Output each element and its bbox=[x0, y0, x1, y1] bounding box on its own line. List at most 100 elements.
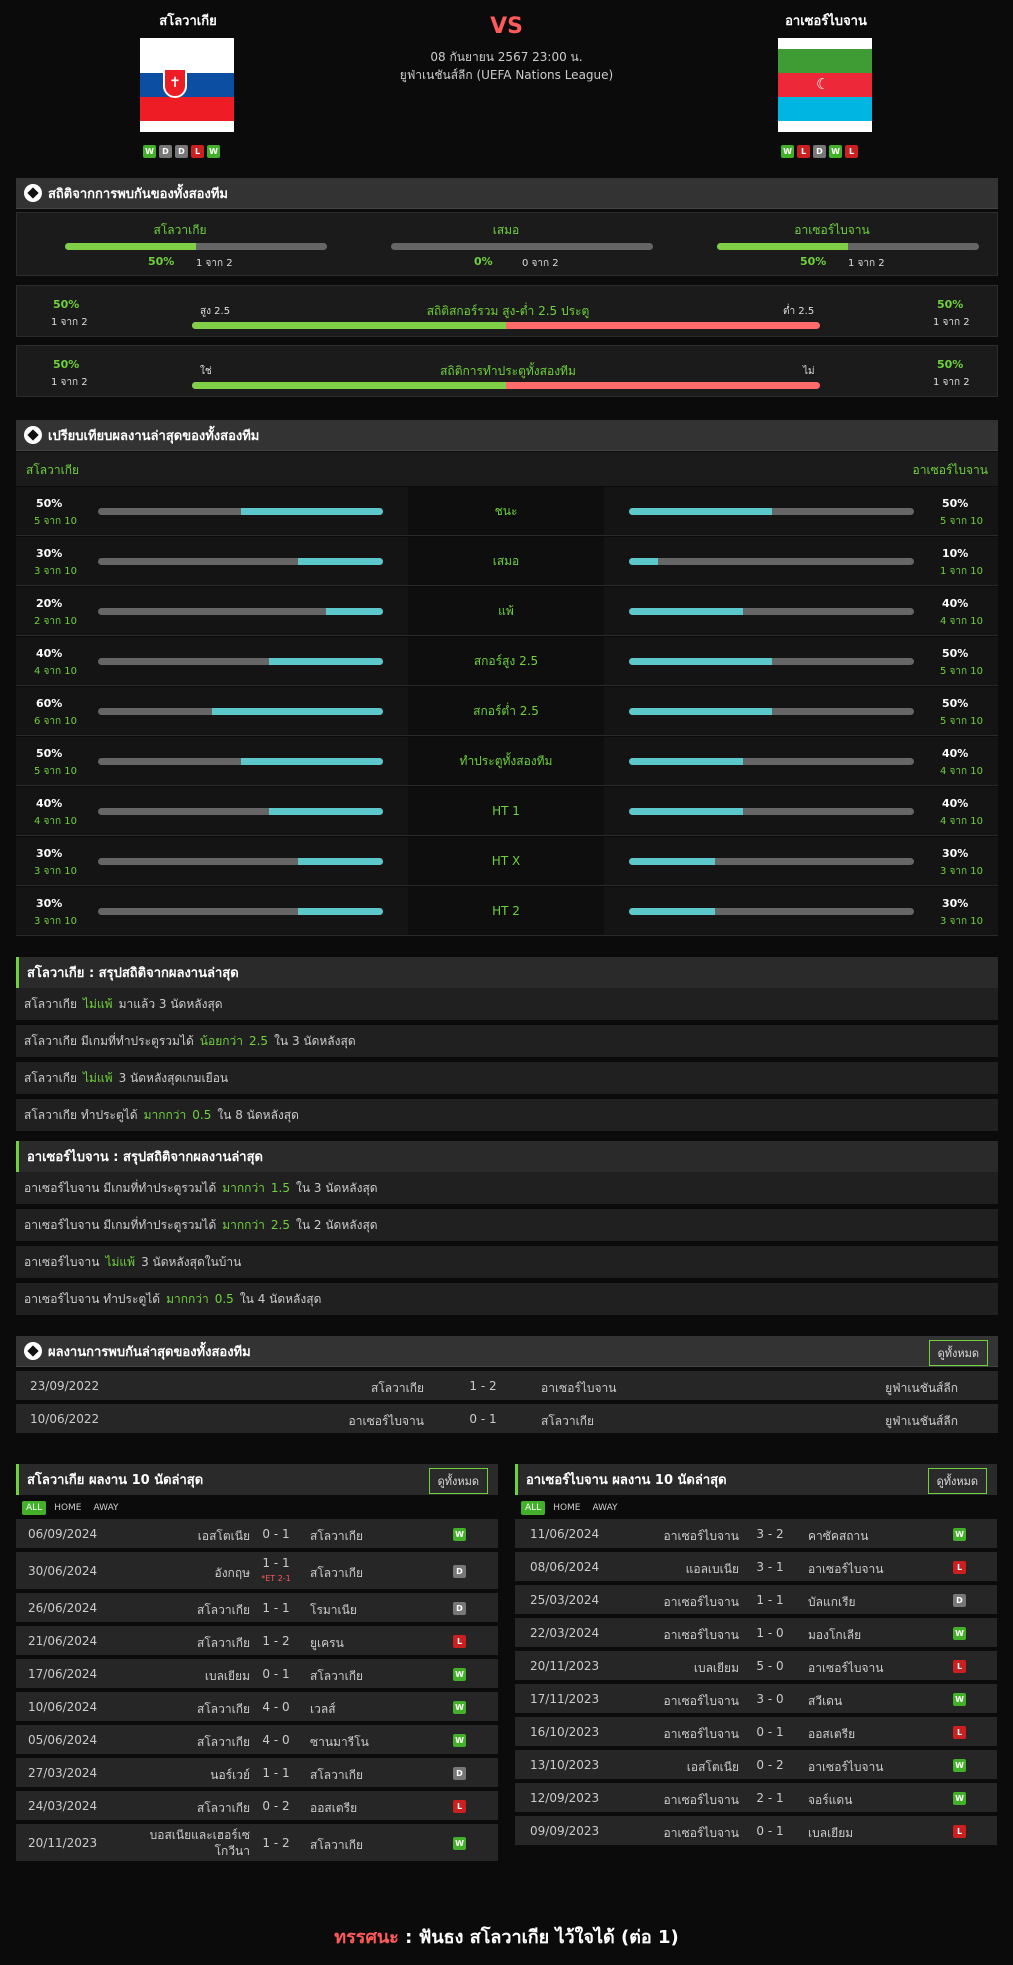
last10-home-tabs: ALL HOME AWAY bbox=[22, 1499, 123, 1516]
match-row: 24/03/2024 สโลวาเกีย 0 - 2 ออสเตรีย L bbox=[16, 1791, 498, 1822]
match-away: มองโกเลีย bbox=[808, 1628, 862, 1642]
form-badge: L bbox=[797, 145, 810, 158]
vs-label: VS bbox=[490, 14, 523, 39]
match-away: ออสเตรีย bbox=[808, 1727, 856, 1741]
compare-right-pct: 40% bbox=[942, 597, 969, 610]
h2h-row: 23/09/2022 สโลวาเกีย 1 - 2 อาเซอร์ไบจาน ยูฟ่… bbox=[16, 1371, 998, 1402]
compare-left-count: 5 จาก 10 bbox=[34, 516, 77, 527]
summary-value: 2.5 bbox=[248, 1034, 269, 1048]
view-all-away-button[interactable]: ดูทั้งหมด bbox=[927, 1468, 987, 1494]
summary-tail: มาแล้ว 3 นัดหลังสุด bbox=[118, 996, 223, 1011]
summary-line: สโลวาเกีย ไม่แพ้ 3 นัดหลังสุดเกมเยือน bbox=[16, 1062, 998, 1096]
match-away: เบลเยียม bbox=[808, 1826, 854, 1840]
match-score: 3 - 1 bbox=[756, 1560, 784, 1574]
compare-right-count: 4 จาก 10 bbox=[940, 766, 983, 777]
summary-line: สโลวาเกีย มีเกมที่ทำประตูรวมได้ น้อยกว่า 2… bbox=[16, 1025, 998, 1059]
match-score: 0 - 1 bbox=[756, 1824, 784, 1838]
h2h-stats-title: สถิติจากการพบกันของทั้งสองทีม bbox=[48, 186, 228, 202]
compare-right-bar bbox=[629, 858, 914, 865]
h2h-away: อาเซอร์ไบจาน bbox=[541, 1381, 617, 1395]
match-home: เบลเยียม bbox=[693, 1661, 739, 1675]
match-row: 05/06/2024 สโลวาเกีย 4 - 0 ซานมารีโน W bbox=[16, 1725, 498, 1756]
match-away: สโลวาเกีย bbox=[310, 1566, 363, 1580]
compare-right-bar bbox=[629, 758, 914, 765]
match-score: 0 - 2 bbox=[756, 1758, 784, 1772]
match-date: 27/03/2024 bbox=[28, 1766, 98, 1780]
compare-left-bar bbox=[98, 858, 383, 865]
last10-home-title: สโลวาเกีย ผลงาน 10 นัดล่าสุด bbox=[27, 1473, 204, 1488]
match-home: เอสโตเนีย bbox=[686, 1760, 739, 1774]
compare-left-count: 6 จาก 10 bbox=[34, 716, 77, 727]
result-badge: L bbox=[953, 1561, 966, 1574]
form-badge: L bbox=[191, 145, 204, 158]
tab-all[interactable]: ALL bbox=[521, 1500, 546, 1515]
compare-metric-label: ทำประตูทั้งสองทีม bbox=[408, 737, 604, 785]
view-all-h2h-button[interactable]: ดูทั้งหมด bbox=[928, 1340, 988, 1366]
tab-home[interactable]: HOME bbox=[54, 1502, 82, 1513]
match-row: 22/03/2024 อาเซอร์ไบจาน 1 - 0 มองโกเลีย W bbox=[515, 1618, 997, 1649]
compare-right-bar bbox=[629, 558, 914, 565]
result-badge: D bbox=[953, 1594, 966, 1607]
compare-right-bar bbox=[629, 658, 914, 665]
form-badge: W bbox=[143, 145, 156, 158]
match-home: อาเซอร์ไบจาน bbox=[663, 1628, 739, 1642]
result-badge: D bbox=[453, 1565, 466, 1578]
summary-subject: สโลวาเกีย มีเกมที่ทำประตูรวมได้ bbox=[24, 1033, 194, 1048]
match-home: อาเซอร์ไบจาน bbox=[663, 1529, 739, 1543]
home-team-name: สโลวาเกีย bbox=[159, 14, 217, 29]
tab-all[interactable]: ALL bbox=[22, 1500, 47, 1515]
compare-left-pct: 40% bbox=[36, 797, 63, 810]
summary-highlight: ไม่แพ้ bbox=[105, 1254, 136, 1269]
compare-left-pct: 20% bbox=[36, 597, 63, 610]
compare-right-bar bbox=[629, 708, 914, 715]
tab-away[interactable]: AWAY bbox=[93, 1502, 119, 1513]
ou-left-pct: 50% bbox=[53, 298, 80, 311]
tab-home[interactable]: HOME bbox=[553, 1502, 581, 1513]
summary-tail: ใน 3 นัดหลังสุด bbox=[274, 1033, 356, 1048]
h2h-away: สโลวาเกีย bbox=[541, 1414, 594, 1428]
match-score: 1 - 2 bbox=[262, 1634, 290, 1648]
result-badge: W bbox=[953, 1528, 966, 1541]
match-score: 1 - 0 bbox=[756, 1626, 784, 1640]
btts-title: สถิติการทำประตูทั้งสองทีม bbox=[440, 364, 576, 378]
h2h-col-label: สโลวาเกีย bbox=[153, 223, 207, 237]
h2h-row: 10/06/2022 อาเซอร์ไบจาน 0 - 1 สโลวาเกีย ยูฟ่… bbox=[16, 1404, 998, 1435]
match-date: 17/11/2023 bbox=[530, 1692, 600, 1706]
match-score: 2 - 1 bbox=[756, 1791, 784, 1805]
ou-bar bbox=[192, 322, 820, 329]
match-away: บัลแกเรีย bbox=[808, 1595, 856, 1609]
tab-away[interactable]: AWAY bbox=[592, 1502, 618, 1513]
match-home: สโลวาเกีย bbox=[197, 1735, 250, 1749]
compare-left-fill bbox=[240, 508, 383, 515]
h2h-home: สโลวาเกีย bbox=[371, 1381, 424, 1395]
compare-left-count: 3 จาก 10 bbox=[34, 916, 77, 927]
h2h-league: ยูฟ่าเนชันส์ลีก bbox=[885, 1414, 958, 1428]
h2h-col-pct: 50% bbox=[800, 255, 827, 268]
match-score: 1 - 1 bbox=[262, 1556, 290, 1570]
form-badge: W bbox=[207, 145, 220, 158]
h2h-results-title: ผลงานการพบกันล่าสุดของทั้งสองทีม bbox=[48, 1344, 251, 1360]
summary-subject: สโลวาเกีย bbox=[24, 1070, 77, 1085]
h2h-col-fill bbox=[65, 243, 196, 250]
summary-subject: อาเซอร์ไบจาน มีเกมที่ทำประตูรวมได้ bbox=[24, 1217, 217, 1232]
match-away: เวลส์ bbox=[310, 1702, 336, 1716]
result-badge: L bbox=[453, 1635, 466, 1648]
compare-metric-label: สกอร์สูง 2.5 bbox=[408, 637, 604, 685]
match-away: สโลวาเกีย bbox=[310, 1669, 363, 1683]
view-all-home-button[interactable]: ดูทั้งหมด bbox=[428, 1468, 488, 1494]
match-home: สโลวาเกีย bbox=[197, 1702, 250, 1716]
compare-left-count: 4 จาก 10 bbox=[34, 816, 77, 827]
match-home: สโลวาเกีย bbox=[197, 1636, 250, 1650]
compare-left-fill bbox=[297, 558, 383, 565]
match-row: 17/11/2023 อาเซอร์ไบจาน 3 - 0 สวีเดน W bbox=[515, 1684, 997, 1715]
result-badge: W bbox=[453, 1837, 466, 1850]
compare-left-pct: 40% bbox=[36, 647, 63, 660]
match-score: 4 - 0 bbox=[262, 1733, 290, 1747]
ou-box: 50% 1 จาก 2 สูง 2.5 สถิติสกอร์รวม สูง-ต่… bbox=[16, 285, 998, 337]
ou-left-count: 1 จาก 2 bbox=[51, 317, 88, 328]
match-home: เอสโตเนีย bbox=[197, 1529, 250, 1543]
match-score: 0 - 1 bbox=[262, 1527, 290, 1541]
match-date: 13/10/2023 bbox=[530, 1758, 600, 1772]
ou-right-label: ต่ำ 2.5 bbox=[783, 306, 815, 317]
compare-row: 50% 5 จาก 10 ชนะ 50% 5 จาก 10 bbox=[16, 487, 998, 536]
